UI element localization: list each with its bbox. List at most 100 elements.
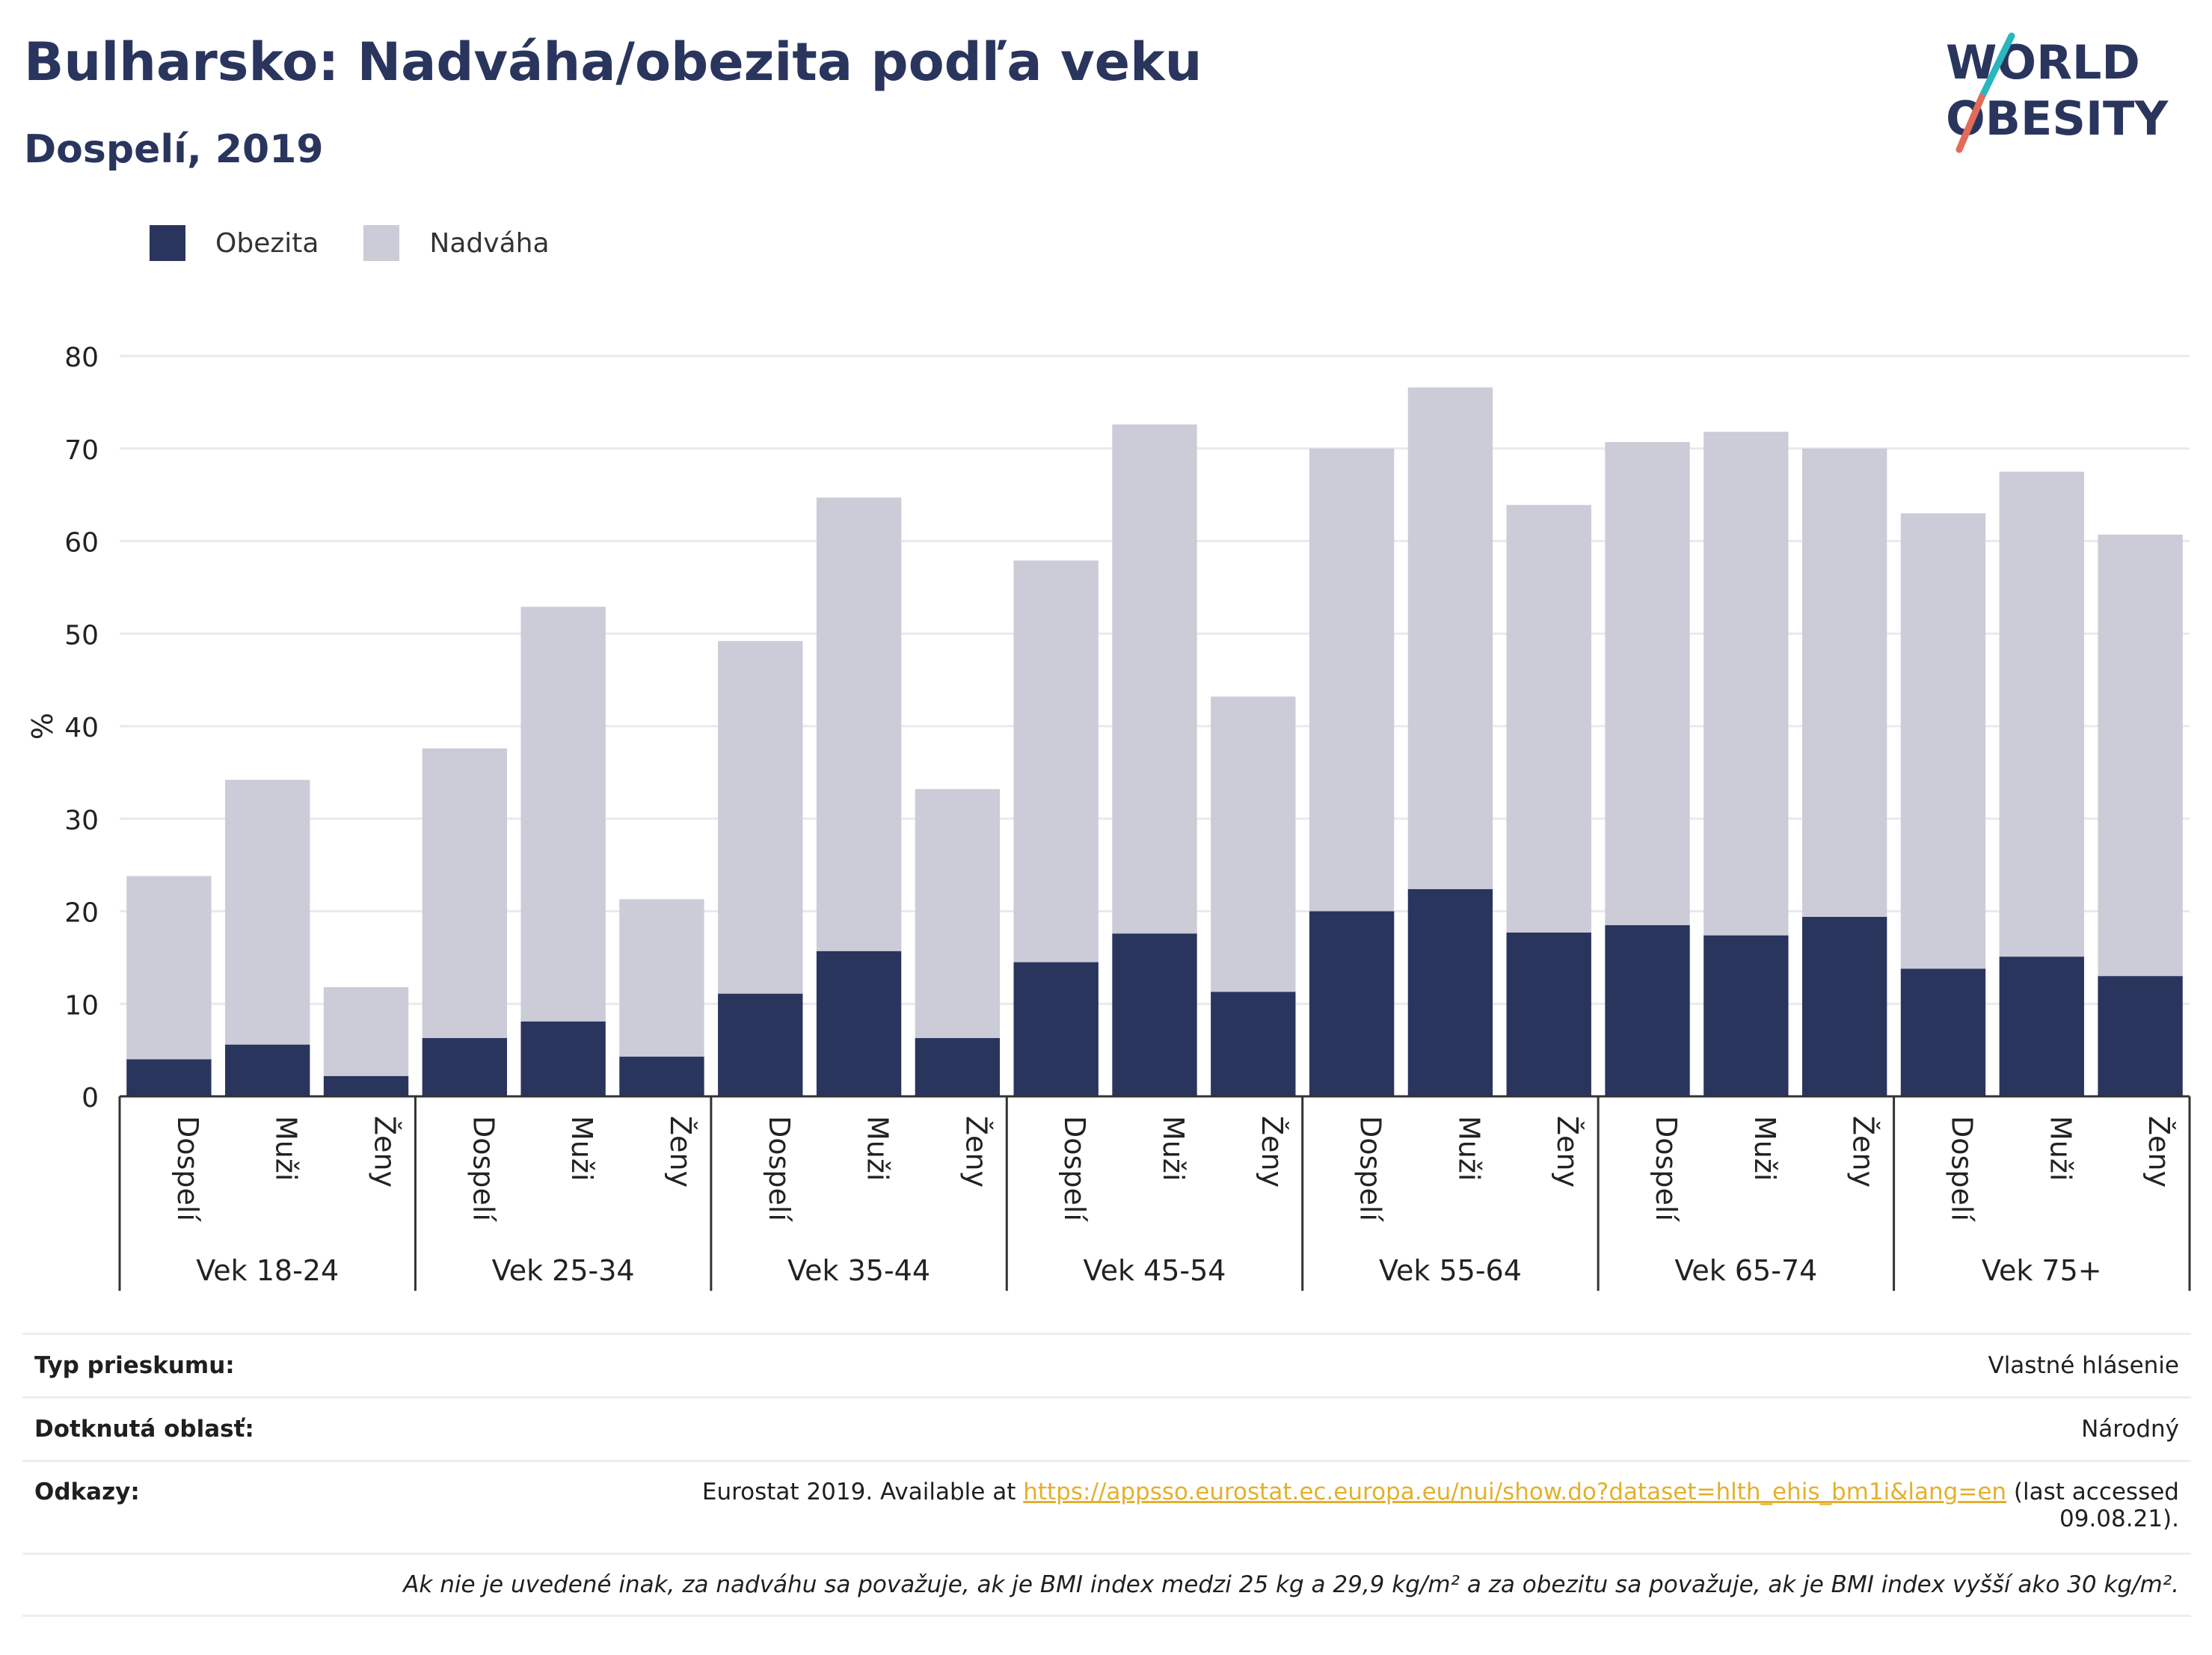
- bar-obezita: [915, 1038, 1001, 1096]
- bar-obezita: [1703, 935, 1789, 1096]
- chart-legend: Obezita Nadváha: [150, 224, 595, 262]
- x-tick-label: Ženy: [2142, 1116, 2175, 1188]
- area-label: Dotknutá oblasť:: [34, 1416, 254, 1443]
- bar-nadvaha: [2098, 534, 2183, 977]
- info-row-note: Ak nie je uvedené inak, za nadváhu sa po…: [22, 1553, 2191, 1617]
- y-tick-label: 0: [82, 1083, 99, 1114]
- page-title: Bulharsko: Nadváha/obezita podľa veku: [24, 31, 1202, 93]
- bar-nadvaha: [1112, 424, 1197, 934]
- y-tick-label: 50: [64, 620, 99, 651]
- x-tick-label: Muži: [565, 1116, 598, 1181]
- y-tick-label: 30: [64, 805, 99, 836]
- x-tick-label: Ženy: [959, 1116, 992, 1188]
- group-label: Vek 55-64: [1379, 1254, 1522, 1287]
- page-subtitle: Dospelí, 2019: [24, 127, 324, 172]
- bar-obezita: [1900, 968, 1986, 1096]
- x-tick-label: Muži: [1748, 1116, 1781, 1181]
- x-tick-label: Dospelí: [763, 1116, 796, 1222]
- legend-swatch-obezita: [150, 225, 185, 261]
- legend-item-obezita: Obezita: [150, 225, 319, 261]
- bar-nadvaha: [1211, 696, 1296, 992]
- area-value: Národný: [2081, 1416, 2179, 1443]
- survey-type-value: Vlastné hlásenie: [1988, 1352, 2179, 1379]
- x-tick-label: Muži: [861, 1116, 894, 1181]
- bar-obezita: [422, 1038, 508, 1096]
- references-date: 09.08.21).: [2059, 1505, 2179, 1532]
- bar-obezita: [2098, 976, 2183, 1096]
- bar-obezita: [520, 1021, 606, 1096]
- bar-nadvaha: [323, 986, 409, 1076]
- bar-obezita: [1801, 916, 1887, 1096]
- x-tick-label: Ženy: [369, 1116, 402, 1188]
- bar-obezita: [1309, 911, 1395, 1096]
- bar-nadvaha: [1013, 560, 1099, 962]
- bar-obezita: [1211, 992, 1296, 1096]
- x-tick-label: Dospelí: [171, 1116, 204, 1222]
- stacked-bar-chart: 0 10 20 30 40 50 60 70 80% Dospelí Muži Ženy Dospelí…: [26, 343, 2191, 1291]
- group-label: Vek 45-54: [1084, 1254, 1226, 1287]
- x-tick-label: Ženy: [1256, 1116, 1288, 1188]
- x-tick-label: Muži: [1157, 1116, 1190, 1181]
- bar-nadvaha: [1407, 387, 1493, 889]
- group-label: Vek 18-24: [196, 1254, 339, 1287]
- bar-nadvaha: [915, 789, 1001, 1039]
- bar-nadvaha: [1605, 442, 1690, 926]
- survey-type-label: Typ prieskumu:: [34, 1352, 235, 1379]
- group-label: Vek 75+: [1982, 1254, 2102, 1287]
- bmi-note: Ak nie je uvedené inak, za nadváhu sa po…: [403, 1571, 2179, 1598]
- references-suffix: (last accessed: [2006, 1479, 2179, 1505]
- bar-nadvaha: [1703, 432, 1789, 936]
- info-row-area: Dotknutá oblasť: Národný: [22, 1396, 2191, 1460]
- bar-nadvaha: [520, 607, 606, 1022]
- y-tick-label: 40: [64, 713, 99, 743]
- x-tick-label: Dospelí: [1354, 1116, 1387, 1222]
- bar-obezita: [225, 1044, 310, 1096]
- y-tick-label: 20: [64, 898, 99, 929]
- x-tick-label: Muži: [2044, 1116, 2077, 1181]
- references-label: Odkazy:: [34, 1479, 140, 1505]
- info-table: Typ prieskumu: Vlastné hlásenie Dotknutá…: [22, 1333, 2191, 1617]
- group-label: Vek 35-44: [787, 1254, 930, 1287]
- bar-obezita: [1112, 933, 1197, 1096]
- info-row-references: Odkazy: Eurostat 2019. Available at http…: [22, 1460, 2191, 1553]
- legend-swatch-nadvaha: [363, 225, 400, 261]
- legend-item-nadvaha: Nadváha: [363, 225, 550, 261]
- bar-obezita: [126, 1059, 212, 1096]
- eurostat-link[interactable]: https://appsso.eurostat.ec.europa.eu/nui…: [1023, 1479, 2007, 1505]
- bar-obezita: [718, 993, 803, 1096]
- bar-obezita: [1605, 925, 1690, 1096]
- references-prefix: Eurostat 2019. Available at: [701, 1479, 1024, 1505]
- x-tick-label: Muži: [1452, 1116, 1485, 1181]
- world-obesity-logo: WORLD OBESITY: [1946, 32, 2169, 153]
- bar-obezita: [323, 1075, 409, 1096]
- bar-obezita: [1013, 962, 1099, 1096]
- bar-nadvaha: [1999, 471, 2084, 957]
- x-tick-label: Ženy: [1847, 1116, 1880, 1188]
- legend-label-obezita: Obezita: [215, 227, 319, 259]
- x-tick-label: Dospelí: [1058, 1116, 1091, 1222]
- info-row-survey-type: Typ prieskumu: Vlastné hlásenie: [22, 1333, 2191, 1396]
- legend-label-nadvaha: Nadváha: [429, 227, 550, 259]
- bar-nadvaha: [126, 876, 212, 1060]
- bar-nadvaha: [619, 899, 704, 1057]
- references-value: Eurostat 2019. Available at https://apps…: [702, 1479, 2191, 1532]
- group-label: Vek 65-74: [1674, 1254, 1817, 1287]
- y-tick-label: 10: [64, 990, 99, 1021]
- y-tick-label: 70: [64, 435, 99, 466]
- bar-nadvaha: [225, 779, 310, 1045]
- bar-obezita: [816, 951, 902, 1096]
- x-tick-label: Muži: [270, 1116, 303, 1181]
- bar-obezita: [619, 1056, 704, 1096]
- bar-nadvaha: [422, 748, 508, 1039]
- y-tick-label: 80: [64, 343, 99, 373]
- bar-obezita: [1999, 957, 2084, 1096]
- x-tick-label: Ženy: [664, 1116, 697, 1188]
- bar-nadvaha: [718, 641, 803, 994]
- bar-nadvaha: [1506, 505, 1591, 933]
- bar-nadvaha: [816, 497, 902, 951]
- y-axis-label: %: [26, 713, 59, 740]
- group-label: Vek 25-34: [492, 1254, 635, 1287]
- y-tick-label: 60: [64, 528, 99, 559]
- bar-nadvaha: [1309, 448, 1395, 912]
- svg-text:WORLD: WORLD: [1946, 35, 2140, 90]
